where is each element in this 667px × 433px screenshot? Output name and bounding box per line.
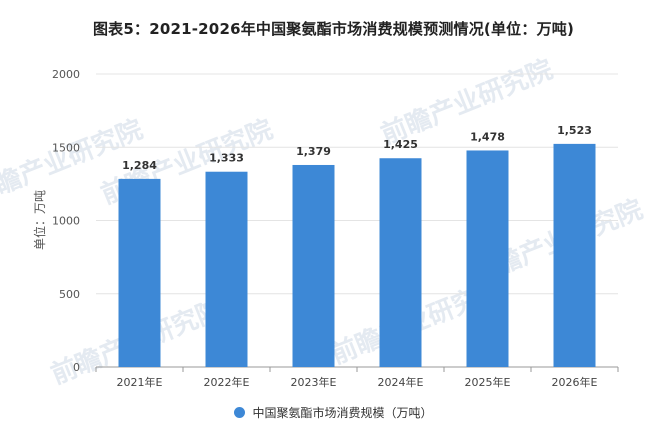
legend-swatch (234, 407, 246, 418)
x-tick-label: 2024年E (378, 375, 424, 389)
y-tick-label: 2000 (52, 68, 80, 81)
bar (205, 171, 248, 367)
bar (292, 164, 335, 367)
bar (118, 178, 161, 367)
data-label: 1,333 (209, 152, 244, 165)
data-label: 1,284 (122, 159, 157, 172)
bars-layer (118, 143, 596, 367)
data-labels-layer: 1,284 1,333 1,379 1,425 1,478 1,523 (122, 124, 592, 172)
y-axis-ticks: 0 500 1000 1500 2000 (52, 68, 80, 374)
x-tick-label: 2025年E (465, 375, 511, 389)
x-tick-label: 2021年E (117, 375, 163, 389)
bar (466, 150, 509, 367)
x-tick-label: 2023年E (291, 375, 337, 389)
x-tick-label: 2026年E (552, 375, 598, 389)
y-axis-label: 单位：万吨 (32, 190, 47, 250)
bar (379, 158, 422, 367)
y-tick-label: 1000 (52, 215, 80, 228)
chart-title: 图表5：2021-2026年中国聚氨酯市场消费规模预测情况(单位：万吨) (92, 20, 575, 38)
bar (553, 143, 596, 367)
legend-label: 中国聚氨酯市场消费规模（万吨） (252, 406, 433, 420)
data-label: 1,379 (296, 145, 331, 158)
x-tick-label: 2022年E (204, 375, 250, 389)
data-label: 1,425 (383, 138, 418, 151)
data-label: 1,478 (470, 130, 505, 143)
y-tick-label: 500 (59, 288, 80, 301)
y-tick-label: 0 (73, 361, 80, 374)
watermark-text: 前瞻产业研究院 (377, 54, 557, 151)
y-tick-label: 1500 (52, 141, 80, 154)
data-label: 1,523 (557, 124, 592, 137)
legend: 中国聚氨酯市场消费规模（万吨） (0, 404, 667, 421)
x-axis-ticks: 2021年E 2022年E 2023年E 2024年E 2025年E 2026年E (95, 367, 619, 389)
